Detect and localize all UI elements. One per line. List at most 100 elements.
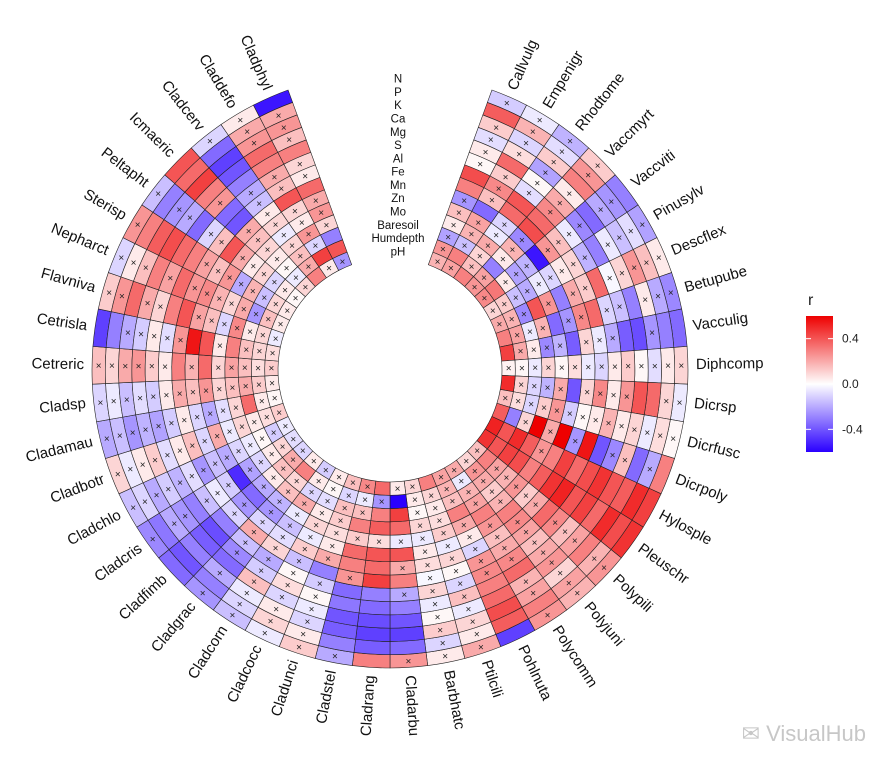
significance-cross: × [98,398,104,409]
significance-cross: × [515,397,521,408]
significance-cross: × [616,233,622,244]
legend-title: r [808,292,814,309]
significance-cross: × [323,465,329,476]
significance-cross: × [559,266,565,277]
significance-cross: × [258,457,264,468]
significance-cross: × [273,605,279,616]
significance-cross: × [143,263,149,274]
significance-cross: × [208,229,214,240]
significance-cross: × [422,547,428,558]
species-label: Nepharct [49,220,112,260]
significance-cross: × [483,147,489,158]
significance-cross: × [209,316,215,327]
significance-cross: × [489,487,495,498]
significance-cross: × [250,286,256,297]
significance-cross: × [503,173,509,184]
significance-cross: × [541,403,547,414]
significance-cross: × [557,568,563,579]
significance-cross: × [104,434,110,445]
significance-cross: × [342,503,348,514]
heatmap-cell [363,559,391,576]
species-label: Cladgrac [148,598,200,655]
significance-cross: × [255,363,261,374]
significance-cross: × [338,516,344,527]
significance-cross: × [243,345,249,356]
significance-cross: × [264,413,270,424]
significance-cross: × [608,197,614,208]
significance-cross: × [125,328,131,339]
species-label: Cladrang [358,675,379,737]
significance-cross: × [189,472,195,483]
significance-cross: × [142,497,148,508]
significance-cross: × [272,278,278,289]
variable-label: N [394,74,402,86]
significance-cross: × [577,221,583,232]
significance-cross: × [470,617,476,628]
significance-cross: × [149,362,155,373]
significance-cross: × [652,361,658,372]
significance-cross: × [430,586,436,597]
significance-cross: × [284,264,290,275]
significance-cross: × [280,442,286,453]
significance-cross: × [570,260,576,271]
significance-cross: × [304,617,310,628]
significance-cross: × [177,446,183,457]
significance-cross: × [487,521,493,532]
significance-cross: × [524,286,530,297]
significance-cross: × [572,363,578,374]
significance-cross: × [544,343,550,354]
significance-cross: × [247,440,253,451]
significance-cross: × [533,500,539,511]
species-label: Pohlnuta [514,642,555,703]
significance-cross: × [639,362,645,373]
significance-cross: × [461,521,467,532]
species-label: Vacculig [692,310,749,335]
significance-cross: × [346,491,352,502]
significance-cross: × [265,315,271,326]
significance-cross: × [437,626,443,637]
significance-cross: × [318,208,324,219]
significance-cross: × [435,257,441,268]
significance-cross: × [150,392,156,403]
significance-cross: × [294,477,300,488]
significance-cross: × [572,436,578,447]
significance-cross: × [324,220,330,231]
significance-cross: × [362,495,368,506]
variable-label: S [394,140,402,152]
significance-cross: × [437,516,443,527]
significance-cross: × [496,184,502,195]
heatmap-cell [499,343,516,362]
significance-cross: × [171,519,177,530]
significance-cross: × [285,487,291,498]
significance-cross: × [472,282,478,293]
significance-cross: × [131,258,137,269]
species-label: Cladcris [91,540,145,585]
significance-cross: × [395,484,401,495]
significance-cross: × [177,478,183,489]
significance-cross: × [412,495,418,506]
significance-cross: × [545,383,551,394]
significance-cross: × [281,230,287,241]
significance-cross: × [451,220,457,231]
significance-cross: × [624,392,630,403]
significance-cross: × [376,537,382,548]
significance-cross: × [523,577,529,588]
significance-cross: × [501,300,507,311]
significance-cross: × [566,579,572,590]
significance-cross: × [251,138,257,149]
species-label: Cladcorn [185,623,232,683]
species-label: Cladarbu [401,675,422,737]
significance-cross: × [617,302,623,313]
significance-cross: × [119,291,125,302]
species-label: Cladchlo [65,507,124,550]
significance-cross: × [457,579,463,590]
significance-cross: × [96,361,102,372]
significance-cross: × [506,364,512,375]
significance-cross: × [265,245,271,256]
species-label: Cladcocc [224,642,266,705]
heatmap-cell [499,375,516,393]
species-label: Cladamau [24,433,94,466]
significance-cross: × [181,415,187,426]
legend-tick-label: 0.0 [842,377,859,391]
